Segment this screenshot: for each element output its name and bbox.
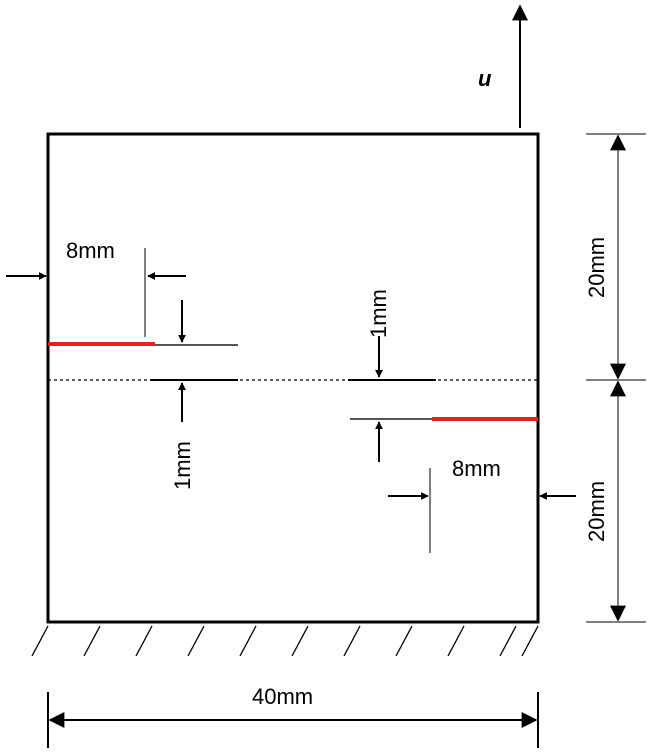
bottom-crack-length-label: 8mm (452, 456, 501, 481)
width-label: 40mm (252, 684, 313, 709)
bottom-offset-label: 1mm (366, 289, 391, 338)
upper-height-label: 20mm (584, 237, 609, 298)
fixed-support-hatching (31, 625, 539, 657)
lower-height-label: 20mm (584, 481, 609, 542)
load-label: u (478, 66, 492, 91)
top-offset-label: 1mm (170, 441, 195, 490)
specimen-outline (46, 132, 540, 624)
top-crack-length-label: 8mm (66, 238, 115, 263)
